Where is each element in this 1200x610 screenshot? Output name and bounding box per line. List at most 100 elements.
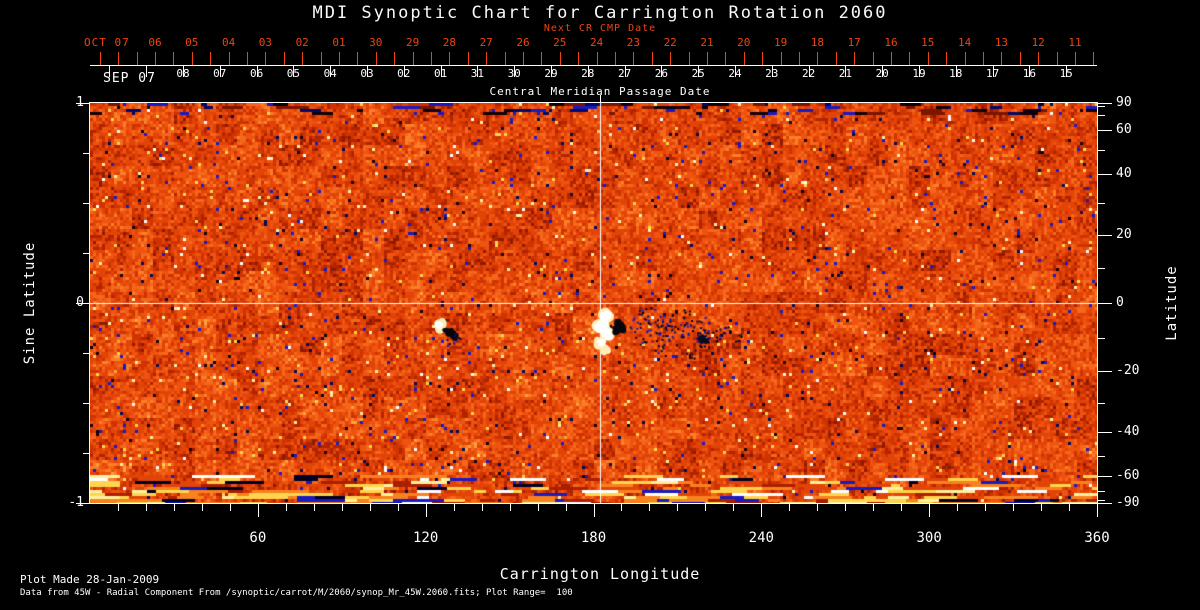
latitude-tick-label: -40 [1116, 423, 1140, 439]
cmp-day-tick [698, 65, 700, 77]
longitude-tick-label: 120 [413, 530, 439, 546]
next-cr-tick [283, 52, 285, 65]
cmp-day-tick [845, 65, 847, 77]
next-cr-day-label: 21 [700, 36, 714, 49]
cmp-day-label: 24 [728, 67, 742, 80]
next-cr-tick [486, 52, 488, 65]
next-cr-tick [541, 52, 543, 65]
sine-latitude-tick-label: 0 [76, 295, 84, 310]
latitude-tick [1098, 431, 1112, 433]
latitude-tick-label: -20 [1116, 363, 1140, 379]
next-cr-tick [1093, 52, 1095, 65]
cmp-day-label: 21 [838, 67, 853, 80]
cmp-day-tick [882, 65, 884, 77]
cmp-day-label: 23 [765, 67, 779, 80]
sine-latitude-tick-label: 1 [76, 95, 84, 110]
next-cr-day-label: 04 [221, 36, 236, 49]
longitude-tick-label: 300 [916, 530, 942, 546]
next-cr-tick [375, 52, 377, 65]
next-cr-tick [596, 52, 598, 65]
cmp-day-tick [514, 65, 516, 77]
cmp-day-label: 07 [213, 67, 227, 80]
cmp-day-tick [661, 65, 663, 77]
latitude-tick [1098, 129, 1112, 131]
cmp-day-tick [477, 65, 479, 77]
next-cr-tick [1019, 52, 1021, 65]
next-cr-day-label: 26 [516, 36, 530, 49]
latitude-tick [1098, 103, 1112, 104]
longitude-tick [285, 504, 287, 511]
next-cr-tick [725, 52, 727, 65]
longitude-tick [397, 504, 399, 511]
next-cr-tick [155, 52, 156, 65]
cmp-day-tick [919, 65, 920, 77]
longitude-tick [481, 504, 483, 511]
longitude-tick [649, 504, 651, 511]
next-cr-tick [265, 52, 267, 65]
next-cr-day-label: 11 [1068, 36, 1082, 49]
longitude-tick [929, 504, 931, 517]
next-cr-tick [633, 52, 635, 65]
sine-latitude-tick [76, 303, 90, 304]
latitude-axis-title: Latitude [1164, 265, 1180, 341]
cmp-day-label: 15 [1059, 67, 1073, 80]
longitude-tick [621, 504, 623, 511]
sine-latitude-tick-label: -1 [68, 495, 84, 510]
next-cr-day-label: 14 [957, 36, 972, 49]
next-cr-tick [743, 52, 745, 65]
next-cr-day-label: 17 [847, 36, 861, 49]
latitude-tick [1098, 174, 1112, 176]
next-cr-tick [835, 52, 837, 65]
longitude-tick [985, 504, 987, 511]
latitude-tick [1098, 499, 1105, 501]
next-cr-tick [707, 52, 708, 65]
cmp-axis-line [90, 65, 1097, 66]
sine-latitude-tick [83, 353, 90, 354]
next-cr-tick [191, 52, 193, 65]
cmp-day-tick [330, 65, 332, 77]
next-cr-tick [449, 52, 451, 65]
longitude-tick [453, 504, 455, 511]
longitude-tick [873, 504, 875, 511]
cmp-day-tick [551, 65, 552, 77]
cmp-day-tick [735, 65, 736, 77]
next-cr-day-label: 24 [589, 36, 604, 49]
longitude-tick [593, 504, 595, 517]
sine-latitude-tick [83, 453, 90, 454]
latitude-tick [1098, 203, 1105, 204]
next-cr-day-label: 28 [442, 36, 457, 49]
next-cr-tick [872, 52, 874, 65]
next-cr-tick [615, 52, 616, 65]
cmp-day-tick [146, 65, 148, 77]
latitude-tick-label: 20 [1116, 226, 1132, 242]
next-cr-day-label: 18 [810, 36, 825, 49]
latitude-tick [1098, 403, 1105, 404]
next-cr-day-label: 20 [737, 36, 751, 49]
longitude-tick [201, 504, 203, 511]
cmp-day-label: 02 [397, 67, 411, 80]
next-cr-day-label: 02 [295, 36, 309, 49]
longitude-tick [257, 504, 259, 517]
next-cr-tick [99, 52, 101, 65]
next-cr-day-label: 06 [148, 36, 162, 49]
latitude-tick-label: 90 [1116, 95, 1132, 110]
sine-latitude-tick [76, 103, 90, 104]
next-cr-day-label: 25 [553, 36, 567, 49]
next-cr-day-label: 23 [626, 36, 641, 49]
next-cr-tick [927, 52, 929, 65]
longitude-tick [509, 504, 511, 511]
next-cr-day-label: 22 [663, 36, 677, 49]
plot-frame [89, 102, 1098, 504]
longitude-tick [1041, 504, 1043, 511]
next-cr-tick [762, 52, 764, 65]
next-cr-tick [891, 52, 892, 65]
cmp-day-tick [992, 65, 994, 77]
next-cr-day-label: 27 [479, 36, 493, 49]
next-cr-tick [118, 52, 120, 65]
cmp-day-tick [219, 65, 221, 77]
longitude-tick [117, 504, 119, 511]
center-marker-tick [600, 95, 601, 103]
next-cr-tick [578, 52, 580, 65]
cmp-day-tick [403, 65, 405, 77]
latitude-tick [1098, 371, 1112, 373]
